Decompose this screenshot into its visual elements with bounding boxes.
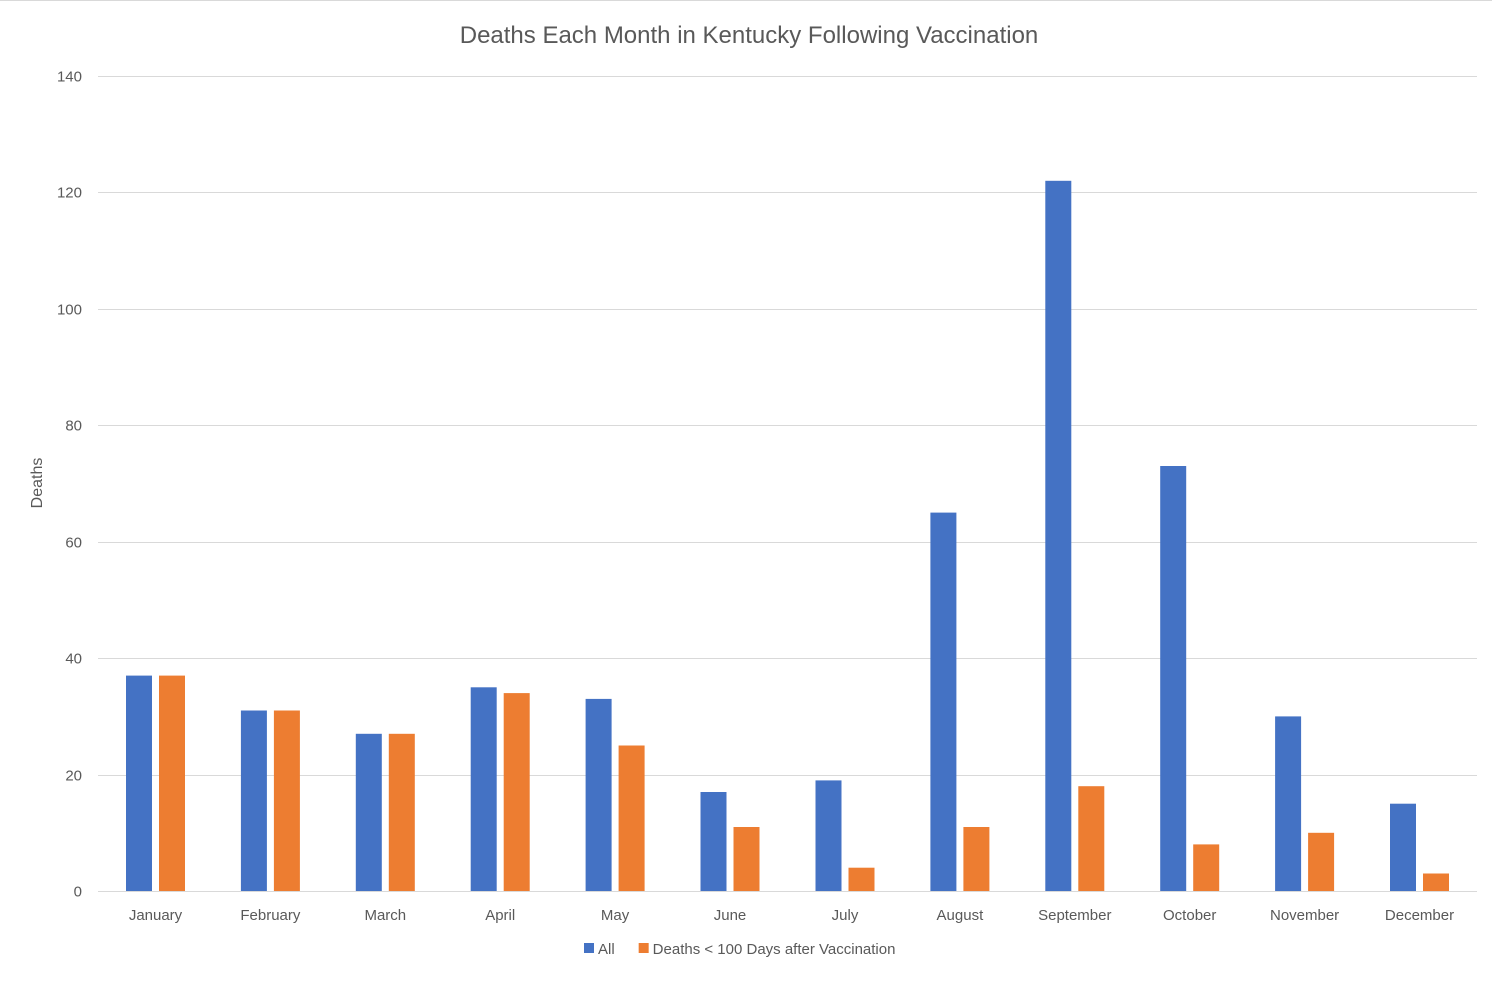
y-axis-label: Deaths (29, 458, 46, 509)
chart-title: Deaths Each Month in Kentucky Following … (460, 22, 1039, 49)
x-tick-label: April (485, 907, 515, 924)
legend-label-under-100-days: Deaths < 100 Days after Vaccination (653, 941, 896, 958)
bar-all-march (355, 733, 382, 891)
x-tick-label: October (1163, 907, 1216, 924)
y-tick-label: 40 (65, 651, 82, 668)
bar-all-october (1160, 466, 1187, 891)
x-tick-label: September (1038, 907, 1111, 924)
legend-swatch-under-100-days (638, 943, 649, 953)
y-tick-label: 120 (57, 185, 82, 202)
legend-swatch-all (584, 943, 594, 953)
x-tick-label: May (601, 907, 630, 924)
y-tick-label: 140 (57, 69, 82, 86)
bar-all-august (930, 512, 957, 891)
bar-under-100-days-july (848, 867, 875, 891)
x-tick-label: June (714, 907, 747, 924)
x-tick-label: August (937, 907, 985, 924)
bar-all-april (470, 687, 497, 892)
x-tick-label: December (1385, 907, 1454, 924)
bar-under-100-days-april (503, 693, 530, 891)
bar-under-100-days-october (1193, 844, 1220, 891)
bar-under-100-days-june (733, 827, 760, 891)
bar-all-november (1275, 716, 1302, 891)
x-axis-ticks: January February March April May June July Augu… (129, 907, 1454, 924)
bar-under-100-days-january (159, 675, 185, 891)
x-tick-label: February (240, 907, 301, 924)
bar-under-100-days-may (618, 745, 645, 891)
y-tick-label: 20 (65, 768, 82, 785)
bar-under-100-days-september (1078, 786, 1105, 891)
y-tick-label: 0 (74, 884, 82, 901)
y-tick-label: 100 (57, 302, 82, 319)
bar-under-100-days-march (388, 733, 415, 891)
x-tick-label: July (832, 907, 859, 924)
bar-all-january (126, 675, 152, 891)
bar-all-july (815, 780, 842, 891)
bar-under-100-days-november (1308, 832, 1335, 891)
bar-all-february (240, 710, 267, 891)
bar-all-june (700, 792, 727, 891)
bar-under-100-days-february (273, 710, 300, 891)
y-tick-label: 80 (65, 418, 82, 435)
bar-under-100-days-december (1423, 873, 1449, 891)
bar-all-september (1045, 180, 1072, 892)
bar-all-may (585, 698, 612, 891)
legend: All Deaths < 100 Days after Vaccination (584, 941, 895, 958)
x-tick-label: March (364, 907, 406, 924)
legend-label-all: All (598, 941, 615, 958)
bar-all-december (1390, 803, 1416, 891)
bar-under-100-days-august (963, 827, 990, 891)
gridlines (98, 76, 1477, 776)
bars (126, 180, 1449, 892)
x-tick-label: January (129, 907, 183, 924)
y-axis-ticks: 0 20 40 60 80 100 120 140 (57, 69, 82, 901)
y-tick-label: 60 (65, 535, 82, 552)
x-tick-label: November (1270, 907, 1339, 924)
